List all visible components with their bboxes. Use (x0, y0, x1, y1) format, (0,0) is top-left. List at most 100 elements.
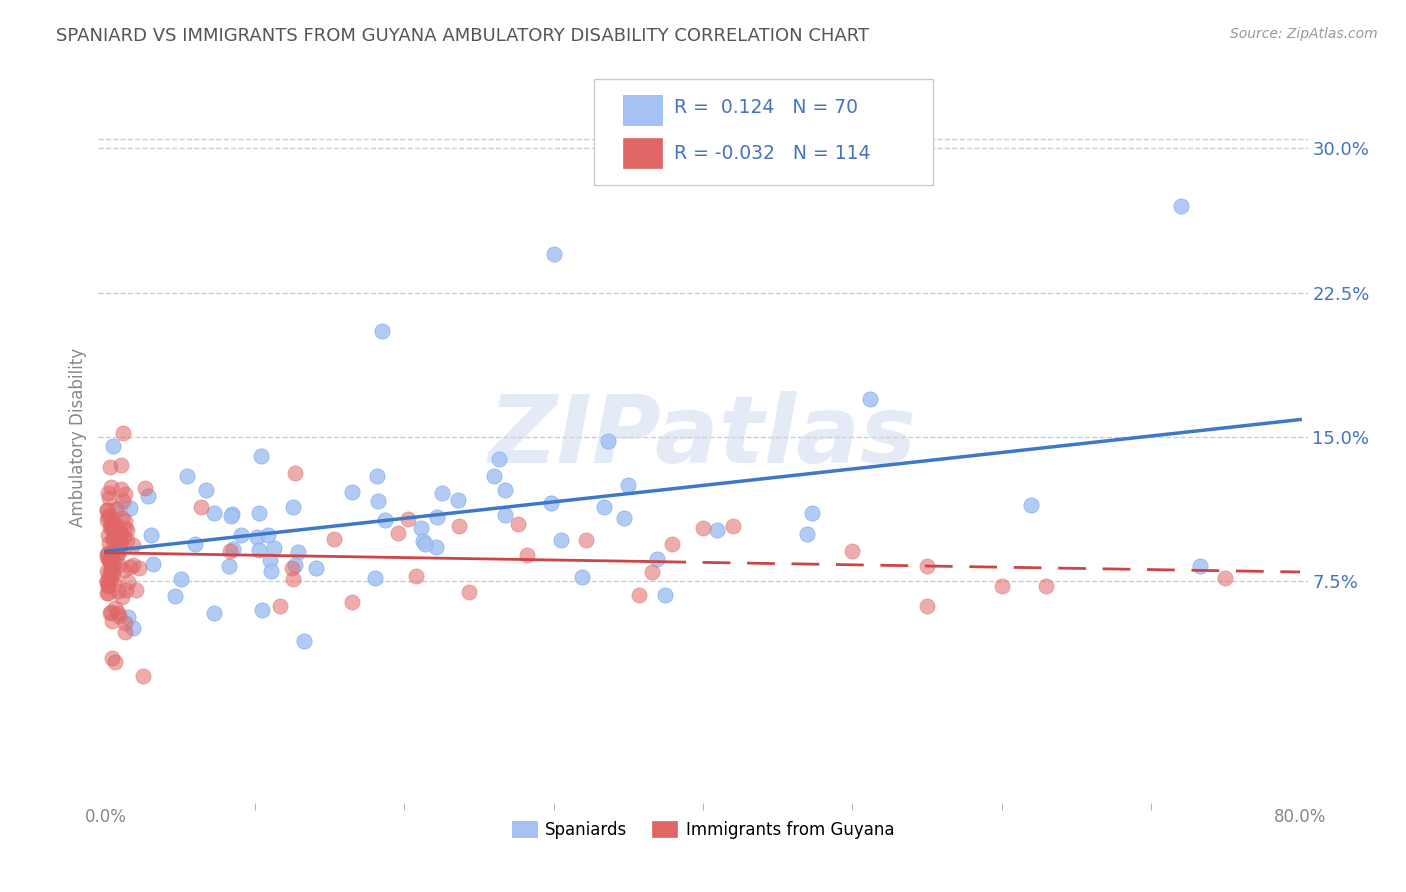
Point (108, 609, 131, 624)
Text: R = -0.032   N = 114: R = -0.032 N = 114 (673, 145, 870, 163)
Point (494, 483, 516, 497)
Point (283, 572, 305, 586)
FancyBboxPatch shape (595, 78, 932, 185)
Point (915, 599, 938, 614)
Point (654, 588, 676, 602)
Point (114, 487, 136, 501)
Point (103, 577, 125, 591)
Point (409, 520, 432, 534)
Text: R =  0.124   N = 70: R = 0.124 N = 70 (673, 98, 858, 118)
Point (136, 489, 159, 503)
Point (1170, 199, 1192, 213)
Point (96, 564, 118, 578)
Point (96, 502, 118, 516)
Point (1035, 579, 1057, 593)
Point (141, 528, 163, 542)
Point (96, 550, 118, 565)
Point (246, 530, 269, 544)
Point (103, 556, 125, 570)
Point (97, 510, 120, 524)
Point (114, 521, 136, 535)
Point (247, 506, 270, 520)
Point (100, 480, 122, 494)
Point (97, 552, 120, 566)
Point (250, 603, 273, 617)
Point (103, 564, 125, 578)
Bar (623, 95, 662, 125)
Point (103, 530, 125, 544)
Point (117, 575, 139, 590)
Point (374, 512, 396, 526)
Point (221, 508, 243, 522)
Point (592, 500, 614, 514)
Point (412, 534, 434, 549)
Point (260, 564, 283, 578)
Point (110, 482, 132, 496)
Point (371, 324, 394, 338)
Point (543, 247, 565, 261)
Point (98, 571, 121, 585)
Point (114, 624, 136, 639)
Point (108, 533, 131, 547)
Point (257, 528, 280, 542)
Point (540, 496, 562, 510)
Point (121, 538, 143, 552)
Point (218, 558, 240, 573)
Point (596, 434, 619, 448)
Point (219, 508, 242, 523)
Point (96, 513, 118, 527)
Point (387, 525, 409, 540)
Point (413, 537, 436, 551)
Point (425, 540, 447, 554)
Legend: Spaniards, Immigrants from Guyana: Spaniards, Immigrants from Guyana (505, 814, 901, 846)
Point (571, 570, 593, 584)
Point (176, 469, 198, 483)
Bar (623, 137, 662, 169)
Point (1188, 558, 1211, 573)
Y-axis label: Ambulatory Disability: Ambulatory Disability (69, 348, 87, 526)
Point (124, 583, 146, 598)
Point (111, 590, 134, 604)
Point (488, 452, 510, 467)
Point (100, 521, 122, 535)
Point (105, 548, 128, 562)
Point (101, 522, 124, 536)
Point (990, 579, 1012, 593)
Point (97, 486, 120, 500)
Point (132, 669, 155, 683)
Point (249, 542, 271, 557)
Point (484, 468, 506, 483)
Point (190, 500, 212, 515)
Point (101, 568, 124, 582)
Point (457, 585, 479, 599)
Point (100, 615, 122, 629)
Point (96, 574, 118, 589)
Point (107, 606, 129, 620)
Point (142, 557, 165, 571)
Point (108, 558, 131, 572)
Point (287, 545, 309, 559)
Point (96, 574, 118, 588)
Point (645, 552, 668, 566)
Point (115, 582, 138, 597)
Point (97, 579, 120, 593)
Point (107, 583, 129, 598)
Point (692, 521, 714, 535)
Point (323, 533, 346, 547)
Point (98, 535, 121, 549)
Point (800, 506, 823, 520)
Point (98, 520, 121, 534)
Point (396, 512, 419, 526)
Point (101, 514, 124, 528)
Point (516, 548, 538, 562)
Point (841, 544, 863, 558)
Point (104, 600, 127, 615)
Point (305, 561, 328, 575)
Point (115, 523, 138, 537)
Point (202, 507, 225, 521)
Point (494, 508, 516, 522)
Point (103, 515, 125, 529)
Point (103, 533, 125, 548)
Point (263, 541, 285, 555)
Point (115, 533, 138, 547)
